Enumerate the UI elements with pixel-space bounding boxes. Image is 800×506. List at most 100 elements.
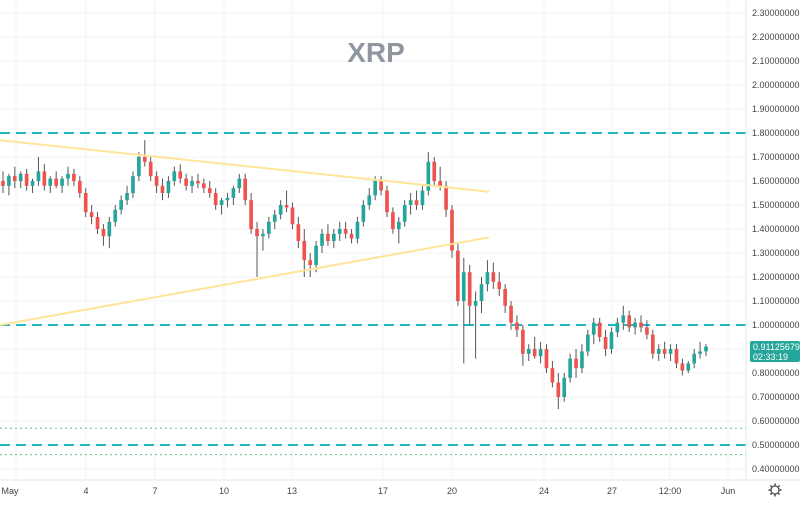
candle-body (633, 322, 637, 328)
candle-body (72, 173, 76, 181)
candle-body (42, 171, 47, 186)
candle (42, 164, 47, 191)
candle (668, 344, 673, 361)
y-tick-label: 1.50000000 (752, 200, 800, 210)
settings-gear-icon[interactable] (768, 483, 782, 497)
candle-body (497, 281, 502, 289)
candle (450, 205, 454, 258)
candle (154, 171, 159, 193)
candle (72, 169, 76, 186)
candle (83, 188, 88, 217)
candle-body (1, 181, 5, 186)
candle-body (48, 178, 53, 186)
candle-body (580, 351, 584, 369)
candle (267, 217, 271, 239)
candle (89, 205, 94, 225)
candle-body (231, 188, 236, 198)
candle (219, 197, 224, 215)
candle (101, 224, 106, 246)
candle (66, 166, 70, 186)
candle-body (491, 272, 496, 282)
candle (662, 341, 667, 359)
x-tick-label: 13 (287, 486, 297, 496)
candle (30, 178, 35, 193)
candle (284, 190, 289, 213)
candle-body (7, 176, 11, 186)
trend-line[interactable] (0, 236, 490, 326)
candle-body (645, 327, 649, 335)
candle (526, 344, 531, 361)
candle-body (698, 351, 702, 354)
candle (414, 190, 419, 210)
candle-body (426, 161, 431, 191)
candle (137, 152, 141, 181)
candle (704, 344, 708, 357)
candle (308, 253, 313, 277)
candle (7, 173, 11, 196)
candle-body (337, 229, 342, 234)
candle (420, 185, 425, 210)
y-tick-label: 2.30000000 (752, 8, 800, 18)
candle-body (686, 363, 691, 371)
candle (18, 171, 23, 189)
y-tick-label: 1.80000000 (752, 128, 800, 138)
y-tick-label: 1.70000000 (752, 152, 800, 162)
candle-body (639, 322, 643, 328)
price-tag-bg (750, 341, 800, 362)
candle (515, 315, 519, 337)
candles (1, 140, 708, 409)
candle (272, 209, 277, 229)
candle-body (213, 193, 218, 205)
candle-body (308, 260, 313, 265)
candle-body (166, 181, 171, 193)
candle-body (314, 245, 318, 265)
y-tick-label: 2.20000000 (752, 32, 800, 42)
candle (166, 176, 171, 198)
candle (142, 140, 147, 167)
x-tick-label: 7 (152, 486, 157, 496)
candle (261, 229, 265, 251)
candle (367, 188, 372, 210)
candle (349, 229, 354, 244)
candle (586, 329, 590, 357)
candle (532, 337, 537, 359)
candle (296, 217, 301, 249)
candle (503, 284, 507, 313)
candle-body (556, 382, 561, 397)
candle-body (473, 301, 478, 306)
candle (107, 217, 112, 249)
candle-body (503, 289, 507, 306)
trend-line[interactable] (0, 139, 490, 193)
candle-body (408, 200, 413, 205)
candle (686, 361, 691, 373)
candle (337, 221, 342, 241)
candle-body (83, 193, 88, 213)
candle-body (107, 221, 112, 237)
candle-body (278, 205, 283, 215)
candle (231, 185, 236, 205)
candle-body (385, 190, 389, 213)
candle-body (349, 233, 354, 239)
x-tick-label: 4 (83, 486, 88, 496)
y-axis[interactable]: 2.30000000 2.20000000 2.10000000 2.00000000… (752, 8, 800, 474)
candle (651, 329, 655, 359)
candle (627, 310, 632, 333)
candle (396, 217, 401, 244)
candle (562, 373, 567, 402)
x-axis[interactable]: May 4 7 10 13 17 20 24 27 12:00 Jun (1, 486, 735, 496)
candle-body (320, 233, 324, 246)
candle-body (249, 200, 253, 229)
candle-body (331, 233, 336, 241)
candle (184, 173, 188, 191)
y-tick-label: 1.60000000 (752, 176, 800, 186)
candle (656, 344, 661, 361)
candle-body (391, 212, 395, 229)
candle (461, 257, 466, 364)
candle (391, 207, 395, 234)
candle (113, 205, 118, 227)
candle (1, 171, 5, 193)
candle-body (148, 161, 153, 177)
